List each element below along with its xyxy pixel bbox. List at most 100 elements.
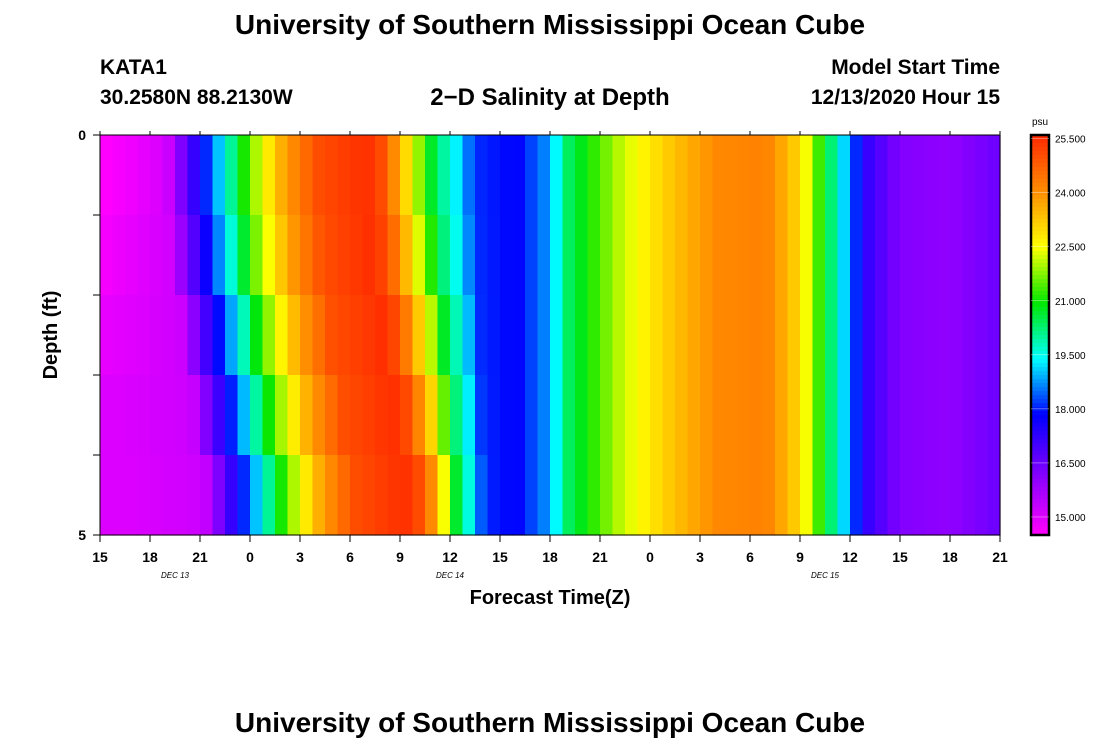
heatmap-cell	[350, 215, 364, 296]
heatmap-cell	[837, 455, 851, 536]
colorbar-frame	[1029, 133, 1051, 537]
heatmap-cell	[612, 375, 626, 456]
colorbar-segment	[1031, 327, 1049, 332]
heatmap-cell	[250, 135, 264, 216]
heatmap-cell	[950, 135, 964, 216]
heatmap-cell	[150, 215, 164, 296]
colorbar-label: 24.000	[1055, 189, 1086, 200]
x-tick-label: 9	[396, 549, 404, 565]
heatmap-cell	[175, 455, 189, 536]
colorbar-segment	[1031, 299, 1049, 304]
x-axis-label: Forecast Time(Z)	[470, 587, 631, 609]
heatmap-cell	[512, 455, 526, 536]
x-tick-label: 18	[942, 549, 958, 565]
colorbar-segment	[1031, 163, 1049, 168]
heatmap-cell	[162, 375, 176, 456]
heatmap-cell	[437, 215, 451, 296]
heatmap-cell	[737, 455, 751, 536]
colorbar-segment	[1031, 239, 1049, 244]
heatmap-cell	[850, 295, 864, 376]
colorbar-segment	[1031, 303, 1049, 308]
colorbar-segment	[1031, 491, 1049, 496]
heatmap-cell	[437, 295, 451, 376]
heatmap-cell	[600, 295, 614, 376]
heatmap-cell	[137, 295, 151, 376]
colorbar-segment	[1031, 511, 1049, 516]
colorbar-label: 19.500	[1055, 351, 1086, 362]
heatmap-cell	[662, 455, 676, 536]
colorbar-segment	[1031, 251, 1049, 256]
colorbar-segment	[1031, 379, 1049, 384]
heatmap-cell	[975, 455, 989, 536]
heatmap-cell	[725, 375, 739, 456]
heatmap-cell	[787, 455, 801, 536]
heatmap-cell	[262, 215, 276, 296]
y-axis: 05	[78, 127, 100, 543]
heatmap-cell	[225, 375, 239, 456]
heatmap-cell	[800, 375, 814, 456]
heatmap-cell	[812, 375, 826, 456]
heatmap-cell	[850, 135, 864, 216]
heatmap-cell	[287, 215, 301, 296]
heatmap-cell	[600, 135, 614, 216]
colorbar-segment	[1031, 475, 1049, 480]
heatmap-cell	[162, 215, 176, 296]
heatmap-cell	[650, 375, 664, 456]
heatmap-cell	[387, 135, 401, 216]
heatmap-cell	[987, 295, 1001, 376]
heatmap-cell	[450, 375, 464, 456]
colorbar-segment	[1031, 355, 1049, 360]
heatmap-cell	[537, 455, 551, 536]
heatmap-cell	[837, 135, 851, 216]
heatmap-cell	[487, 375, 501, 456]
heatmap-cell	[725, 295, 739, 376]
colorbar-segment	[1031, 347, 1049, 352]
heatmap-cell	[212, 295, 226, 376]
heatmap-cell	[425, 295, 439, 376]
heatmap-cell	[400, 455, 414, 536]
heatmap-cell	[462, 455, 476, 536]
heatmap-cell	[712, 135, 726, 216]
chart-subtitle: 2−D Salinity at Depth	[430, 84, 670, 111]
heatmap-cell	[637, 375, 651, 456]
colorbar-segment	[1031, 207, 1049, 212]
heatmap-cell	[975, 135, 989, 216]
heatmap-cell	[200, 455, 214, 536]
heatmap-cell	[350, 135, 364, 216]
heatmap-cell	[587, 375, 601, 456]
date-label: DEC 14	[436, 571, 465, 580]
heatmap-cell	[500, 375, 514, 456]
heatmap-cell	[212, 375, 226, 456]
heatmap-cell	[500, 135, 514, 216]
colorbar-segment	[1031, 435, 1049, 440]
colorbar-segment	[1031, 143, 1049, 148]
heatmap-cell	[362, 215, 376, 296]
colorbar-segment	[1031, 319, 1049, 324]
colorbar-segment	[1031, 231, 1049, 236]
heatmap-cell	[862, 135, 876, 216]
heatmap-cell	[287, 295, 301, 376]
colorbar-segment	[1031, 331, 1049, 336]
heatmap-cell	[675, 295, 689, 376]
heatmap-cell	[912, 375, 926, 456]
heatmap-cell	[562, 455, 576, 536]
colorbar-segment	[1031, 467, 1049, 472]
colorbar-segment	[1031, 175, 1049, 180]
heatmap-cell	[987, 455, 1001, 536]
x-tick-label: 21	[192, 549, 208, 565]
heatmap-cell	[500, 455, 514, 536]
heatmap-cell	[512, 375, 526, 456]
heatmap-cell	[862, 295, 876, 376]
heatmap-cell	[600, 215, 614, 296]
heatmap-cell	[762, 215, 776, 296]
heatmap-cell	[925, 455, 939, 536]
heatmap-cell	[687, 295, 701, 376]
x-tick-label: 9	[796, 549, 804, 565]
colorbar-segment	[1031, 179, 1049, 184]
heatmap-cell	[675, 135, 689, 216]
heatmap-cell	[237, 295, 251, 376]
heatmap-cell	[550, 455, 564, 536]
heatmap-cell	[937, 375, 951, 456]
heatmap-cell	[987, 215, 1001, 296]
colorbar-segment	[1031, 371, 1049, 376]
